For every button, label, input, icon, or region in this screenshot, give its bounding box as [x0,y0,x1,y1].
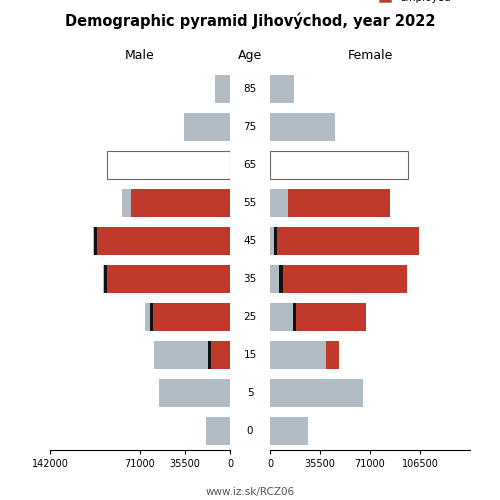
Bar [270,418,308,444]
Bar [184,114,230,140]
Bar [277,228,420,254]
Bar [145,304,150,330]
Bar [270,380,363,406]
Text: Female: Female [348,50,393,62]
Bar [107,152,230,178]
Bar [150,304,152,330]
Bar [154,342,208,368]
Text: 75: 75 [244,122,256,132]
Bar [270,266,279,292]
Bar [270,114,335,140]
Bar [215,76,230,102]
Text: Demographic pyramid Jihovýchod, year 2022: Demographic pyramid Jihovýchod, year 202… [65,12,435,29]
Bar [131,190,230,216]
Text: 5: 5 [246,388,254,398]
Bar [94,228,97,254]
Text: 15: 15 [244,350,256,360]
Bar [97,228,230,254]
Bar [107,266,230,292]
Bar [270,228,274,254]
Text: 85: 85 [244,84,256,94]
Text: 0: 0 [247,426,254,436]
Bar [270,190,288,216]
Text: Age: Age [238,50,262,62]
Bar [270,76,294,102]
Bar [274,228,277,254]
Bar [292,304,296,330]
Bar [208,342,211,368]
Bar [284,266,408,292]
Bar [326,342,339,368]
Bar [270,152,408,178]
Bar [159,380,230,406]
Bar [288,190,390,216]
Bar [152,304,230,330]
Text: 55: 55 [244,198,256,208]
Bar [270,304,292,330]
Bar [211,342,230,368]
Text: 45: 45 [244,236,256,246]
Bar [93,228,94,254]
Text: 25: 25 [244,312,256,322]
Text: Male: Male [125,50,155,62]
Bar [279,266,283,292]
Text: 65: 65 [244,160,256,170]
Bar [122,190,131,216]
Bar [206,418,230,444]
Bar [270,342,326,368]
Bar [104,266,107,292]
Text: www.iz.sk/RCZ06: www.iz.sk/RCZ06 [206,487,294,497]
Text: 35: 35 [244,274,256,284]
Bar [296,304,366,330]
Legend: inactive, unemployed, employed: inactive, unemployed, employed [375,0,469,8]
Bar [102,266,104,292]
